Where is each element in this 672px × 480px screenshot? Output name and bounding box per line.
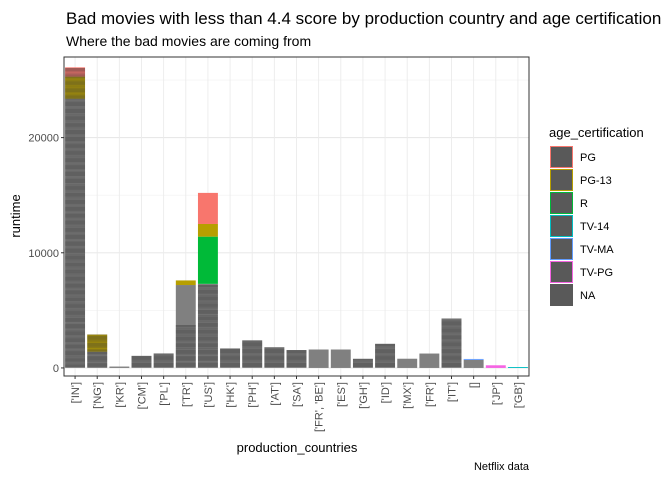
bar-segment: [175, 285, 196, 368]
legend-key: [550, 284, 573, 306]
x-tick-label: ['IT']: [447, 382, 459, 402]
legend: age_certification PG PG-13 R TV-14 TV-MA TV-P…: [549, 125, 644, 306]
x-tick-label: ['PL']: [159, 382, 171, 406]
x-tick-label: ['US']: [203, 382, 215, 408]
bar-segment: [308, 349, 329, 368]
bar-segment: [463, 359, 484, 368]
bar-segment: [330, 349, 351, 368]
legend-key: [550, 192, 573, 214]
bar-segment: [109, 366, 130, 368]
x-tick-label: ['NG']: [92, 382, 104, 409]
bar-segment: [197, 283, 218, 368]
x-tick-label: ['CM']: [137, 382, 149, 409]
x-tick-label: []: [469, 382, 481, 388]
legend-key: [550, 215, 573, 237]
y-tick-label: 20000: [28, 133, 59, 145]
legend-label: PG: [580, 152, 596, 164]
x-tick-label: ['IN']: [70, 382, 82, 403]
x-tick-label: ['PH']: [247, 382, 259, 408]
bar-segment: [397, 358, 418, 368]
x-tick-label: ['JP']: [491, 382, 503, 405]
y-tick-label: 0: [53, 363, 59, 375]
x-tick-label: ['ID']: [380, 382, 392, 403]
legend-key: [550, 238, 573, 260]
legend-label: PG-13: [580, 175, 612, 187]
bar-segment: [419, 353, 440, 368]
legend-key: [550, 146, 573, 168]
legend-label: R: [580, 198, 588, 210]
y-axis-title: runtime: [8, 194, 23, 237]
x-tick-label: ['MX']: [402, 382, 414, 409]
legend-label: TV-PG: [580, 267, 613, 279]
x-tick-label: ['AT']: [269, 382, 281, 406]
bar-segment: [507, 367, 528, 368]
legend-label: NA: [580, 290, 596, 302]
y-tick-label: 10000: [28, 248, 59, 260]
legend-label: TV-MA: [580, 244, 614, 256]
y-axis: 0 10000 20000: [28, 133, 64, 375]
bar-segment: [485, 365, 506, 368]
bars: [65, 67, 528, 368]
legend-key: [550, 169, 573, 191]
x-tick-label: ['ES']: [336, 382, 348, 407]
x-tick-label: ['TR']: [181, 382, 193, 407]
bar-segment: [463, 358, 484, 360]
bar-segment: [220, 348, 241, 368]
legend-key: [550, 261, 573, 283]
x-tick-label: ['FR', 'BE']: [314, 382, 326, 432]
x-tick-label: ['GH']: [358, 382, 370, 409]
bar-segment: [175, 280, 196, 286]
chart-subtitle: Where the bad movies are coming from: [66, 33, 311, 49]
x-axis-title: production_countries: [237, 440, 358, 455]
x-tick-label: ['GB']: [513, 382, 525, 408]
x-tick-label: ['KR']: [114, 382, 126, 408]
bar-segment: [197, 236, 218, 284]
legend-label: TV-14: [580, 221, 609, 233]
bar-segment: [197, 223, 218, 237]
chart-title: Bad movies with less than 4.4 score by p…: [66, 9, 661, 28]
chart-caption: Netflix data: [474, 461, 530, 473]
x-axis: ['IN'] ['NG'] ['KR'] ['CM'] ['PL'] ['TR'] ['US…: [70, 376, 525, 432]
x-tick-label: ['HK']: [225, 382, 237, 408]
legend-title: age_certification: [549, 125, 644, 140]
x-tick-label: ['FR']: [424, 382, 436, 407]
x-tick-label: ['SA']: [292, 382, 304, 407]
bar-segment: [197, 192, 218, 224]
